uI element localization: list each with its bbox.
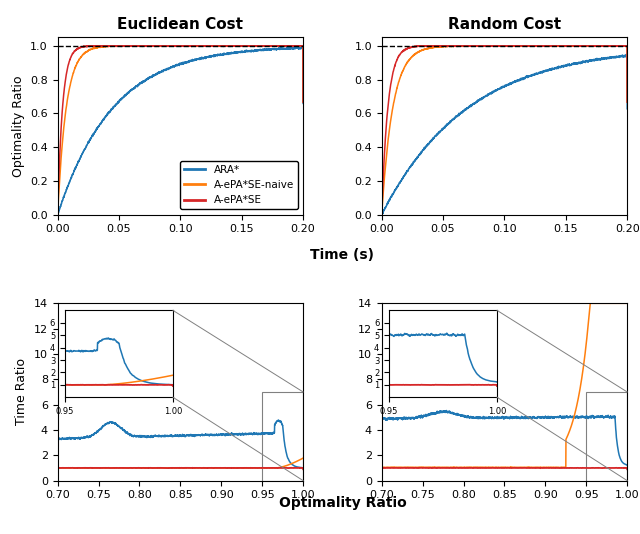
Legend: ARA*, A-ePA*SE-naive, A-ePA*SE: ARA*, A-ePA*SE-naive, A-ePA*SE: [180, 161, 298, 209]
Text: Time (s): Time (s): [310, 248, 374, 262]
Title: Euclidean Cost: Euclidean Cost: [117, 17, 243, 32]
Title: Random Cost: Random Cost: [448, 17, 561, 32]
Bar: [262, 392, 303, 481]
Text: Optimality Ratio: Optimality Ratio: [278, 496, 406, 510]
Bar: [586, 392, 627, 481]
Y-axis label: Time Ratio: Time Ratio: [15, 358, 28, 426]
Y-axis label: Optimality Ratio: Optimality Ratio: [12, 75, 24, 177]
